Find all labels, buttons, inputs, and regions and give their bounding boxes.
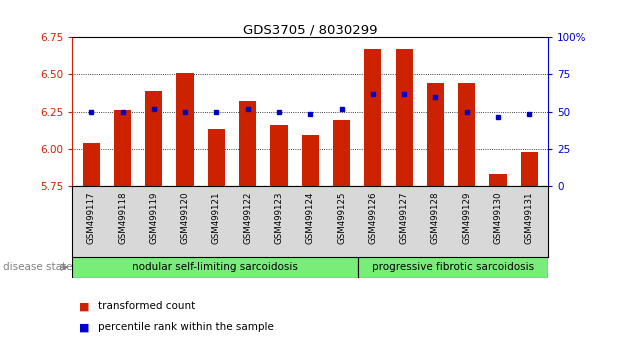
Text: GSM499131: GSM499131	[525, 192, 534, 244]
Text: GSM499127: GSM499127	[399, 192, 409, 244]
Text: GSM499117: GSM499117	[87, 192, 96, 244]
Text: transformed count: transformed count	[98, 301, 195, 311]
Bar	[521, 152, 538, 186]
Bar	[333, 120, 350, 186]
Bar	[364, 49, 382, 186]
Title: GDS3705 / 8030299: GDS3705 / 8030299	[243, 23, 377, 36]
Text: GSM499129: GSM499129	[462, 192, 471, 244]
Bar	[239, 101, 256, 186]
Bar	[490, 174, 507, 186]
Text: GSM499128: GSM499128	[431, 192, 440, 244]
Bar	[302, 135, 319, 186]
Text: ■: ■	[79, 322, 89, 332]
Bar	[208, 129, 225, 186]
Text: GSM499130: GSM499130	[493, 192, 503, 244]
Text: GSM499120: GSM499120	[181, 192, 190, 244]
Bar	[72, 257, 358, 278]
Text: GSM499119: GSM499119	[149, 192, 158, 244]
Bar	[270, 125, 287, 186]
Bar	[176, 73, 193, 186]
Text: GSM499121: GSM499121	[212, 192, 221, 244]
Bar	[458, 83, 476, 186]
Bar	[114, 110, 131, 186]
Bar	[358, 257, 548, 278]
Text: GSM499125: GSM499125	[337, 192, 346, 244]
Text: nodular self-limiting sarcoidosis: nodular self-limiting sarcoidosis	[132, 262, 298, 272]
Text: disease state: disease state	[3, 262, 72, 272]
Text: progressive fibrotic sarcoidosis: progressive fibrotic sarcoidosis	[372, 262, 534, 272]
Bar	[396, 49, 413, 186]
Text: GSM499118: GSM499118	[118, 192, 127, 244]
Text: GSM499124: GSM499124	[306, 192, 315, 244]
Bar	[145, 91, 163, 186]
Text: percentile rank within the sample: percentile rank within the sample	[98, 322, 273, 332]
Text: GSM499122: GSM499122	[243, 192, 252, 244]
Text: GSM499123: GSM499123	[275, 192, 284, 244]
Bar	[427, 83, 444, 186]
Text: ■: ■	[79, 301, 89, 311]
Text: GSM499126: GSM499126	[369, 192, 377, 244]
Bar	[83, 143, 100, 186]
